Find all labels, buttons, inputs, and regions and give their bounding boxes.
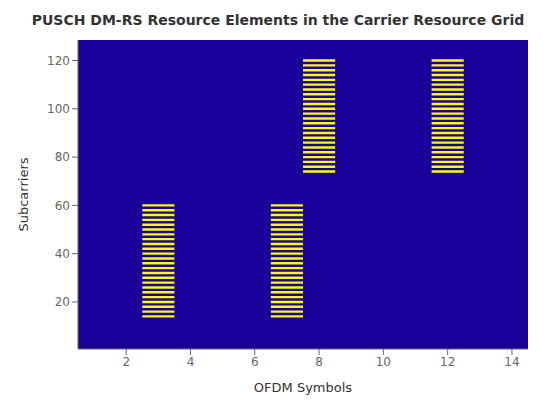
svg-text:80: 80 bbox=[55, 150, 70, 164]
svg-text:100: 100 bbox=[47, 102, 70, 116]
svg-text:6: 6 bbox=[251, 355, 259, 369]
svg-text:20: 20 bbox=[55, 295, 70, 309]
svg-text:2: 2 bbox=[122, 355, 130, 369]
svg-text:OFDM Symbols: OFDM Symbols bbox=[254, 380, 352, 395]
html-text:PUSCH DM-RS Resource Elements: PUSCH DM-RS Resource Elements in the Car… bbox=[31, 12, 525, 28]
svg-text:12: 12 bbox=[440, 355, 455, 369]
svg-text:4: 4 bbox=[187, 355, 195, 369]
svg-text:60: 60 bbox=[55, 199, 70, 213]
svg-text:14: 14 bbox=[504, 355, 519, 369]
svg-text:40: 40 bbox=[55, 247, 70, 261]
svg-text:10: 10 bbox=[376, 355, 391, 369]
svg-text:Subcarriers: Subcarriers bbox=[16, 157, 31, 231]
svg-text:120: 120 bbox=[47, 54, 70, 68]
svg-text:8: 8 bbox=[315, 355, 323, 369]
